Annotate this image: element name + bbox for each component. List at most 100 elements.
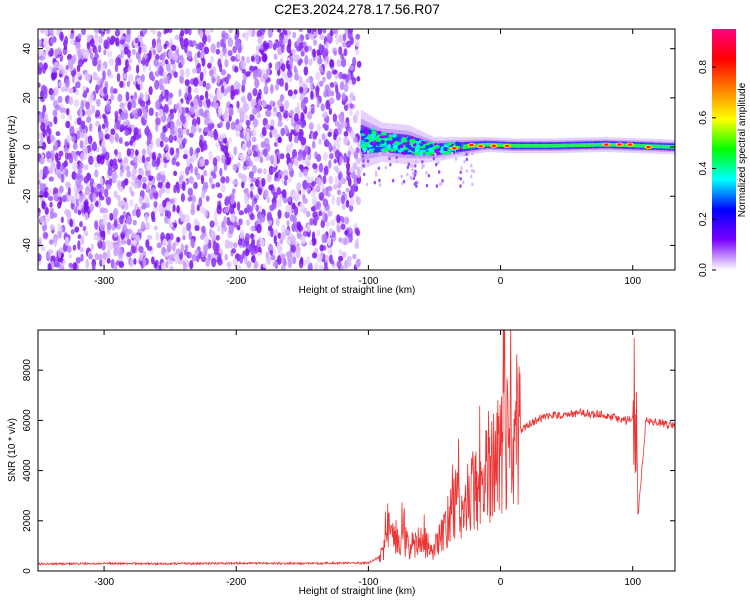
noise-blob [181,226,187,236]
noise-blob [279,77,284,87]
noise-blob [133,127,139,135]
noise-blob [96,76,101,86]
noise-blob [255,204,259,212]
noise-blob [261,126,267,137]
noise-blob [126,216,133,225]
noise-blob [332,113,338,123]
signal-core-slice [520,143,523,148]
signal-core-slice [405,139,408,150]
noise-blob [156,42,162,51]
noise-blob [283,179,288,186]
noise-blob [225,107,230,114]
noise-blob [281,189,287,199]
noise-blob [198,139,203,148]
noise-blob [55,104,61,111]
noise-blob [210,171,216,177]
signal-speckle [394,141,398,144]
noise-blob [179,143,184,150]
noise-blob [169,129,176,135]
signal-tail-speckle [379,153,382,157]
noise-blob [98,253,103,262]
signal-speckle [400,147,404,152]
colorbar-gradient [712,29,736,270]
noise-blob [39,182,45,192]
signal-speckle [447,142,452,146]
noise-blob [305,157,309,163]
noise-blob [284,175,288,181]
noise-blob [176,186,180,194]
signal-tail-speckle [386,150,389,155]
signal-core-slice [578,143,581,148]
noise-blob [87,138,92,144]
signal-core-slice [487,142,490,147]
noise-blob [219,167,223,177]
noise-blob [337,136,342,143]
noise-blob [232,45,237,54]
noise-blob [185,166,190,176]
signal-tail-speckle [454,157,458,161]
noise-blob [95,84,99,94]
signal-core-slice [639,143,642,148]
signal-core-slice [562,143,565,148]
noise-blob [320,182,325,189]
noise-blob [86,34,92,41]
noise-blob [222,112,228,119]
signal-hotspot-core [604,143,609,146]
noise-blob [302,150,306,161]
noise-blob [329,82,335,88]
noise-blob [169,198,175,205]
noise-blob [306,175,310,184]
noise-blob [142,108,148,119]
noise-blob [211,183,216,189]
noise-blob [180,193,186,203]
noise-blob [300,111,305,122]
noise-blob [183,37,189,48]
noise-blob [150,211,156,220]
noise-blob [163,137,170,143]
noise-blob [288,69,292,76]
noise-blob [270,254,276,261]
signal-speckle [364,138,369,143]
noise-blob [148,50,152,60]
noise-blob [131,172,136,181]
noise-blob [173,170,178,177]
noise-blob [112,88,118,94]
signal-tail-speckle [459,176,462,181]
noise-blob [272,201,277,210]
noise-blob [173,71,178,78]
noise-blob [103,86,108,95]
noise-blob [336,142,341,151]
noise-blob [260,214,266,223]
noise-blob [203,46,210,55]
noise-blob [277,136,282,144]
noise-blob [338,71,343,80]
noise-blob [187,93,193,101]
signal-core-slice [660,144,663,149]
noise-blob [303,168,309,176]
noise-blob [298,164,304,170]
noise-blob [78,195,84,203]
noise-blob [142,182,147,190]
noise-blob [247,29,253,36]
noise-blob [293,89,298,95]
noise-blob [304,145,309,153]
noise-blob [279,153,285,160]
noise-blob [344,29,349,35]
snr-y-tick-label: 6000 [22,409,33,432]
noise-blob [152,49,157,56]
noise-blob [118,186,124,193]
noise-blob [201,191,206,200]
noise-blob [155,117,161,126]
noise-blob [253,156,260,162]
noise-blob [153,225,158,231]
noise-blob [241,239,247,248]
noise-blob [320,220,326,229]
noise-blob [280,170,284,176]
noise-blob [304,55,309,66]
noise-blob [131,232,137,239]
noise-blob [73,153,78,162]
signal-tail-speckle [366,159,370,163]
noise-blob [203,127,209,133]
noise-blob [181,107,187,115]
